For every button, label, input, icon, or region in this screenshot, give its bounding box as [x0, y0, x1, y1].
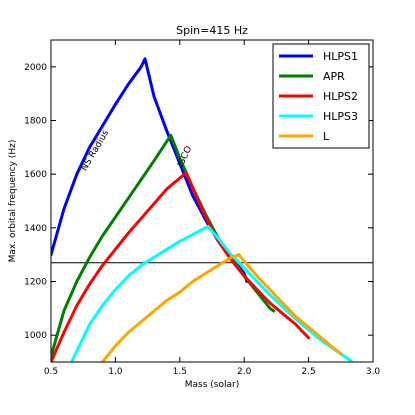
- y-tick-label: 1200: [24, 278, 47, 288]
- legend-label: APR: [323, 70, 345, 83]
- y-tick-label: 1400: [24, 224, 47, 234]
- x-tick-label: 2.0: [237, 367, 252, 377]
- y-tick-label: 1800: [24, 117, 47, 127]
- x-tick-label: 1.5: [173, 367, 187, 377]
- y-tick-label: 1000: [24, 331, 47, 341]
- series-line-l: [101, 253, 343, 362]
- y-tick-label: 2000: [24, 63, 47, 73]
- x-tick-label: 2.5: [301, 367, 315, 377]
- series-line-hlps2: [51, 171, 311, 362]
- legend-label: HLPS1: [323, 50, 358, 63]
- chart-title: Spin=415 Hz: [176, 24, 248, 37]
- y-tick-label: 1600: [24, 170, 47, 180]
- annotation-isco: ISCO: [176, 145, 194, 169]
- series-lines-group: [51, 57, 353, 362]
- x-axis-label: Mass (solar): [185, 380, 239, 390]
- legend-label: HLPS2: [323, 90, 358, 103]
- legend-label: L: [323, 130, 330, 143]
- x-tick-label: 1.0: [108, 367, 123, 377]
- legend: HLPS1 APR HLPS2 HLPS3 L: [272, 43, 370, 149]
- legend-label: HLPS3: [323, 110, 358, 123]
- y-axis-label: Max. orbital frequency (Hz): [8, 140, 18, 263]
- x-tick-label: 3.0: [366, 367, 381, 377]
- x-tick-label: 0.5: [44, 367, 58, 377]
- plot-frame: [50, 39, 374, 363]
- series-line-hlps3: [70, 225, 353, 362]
